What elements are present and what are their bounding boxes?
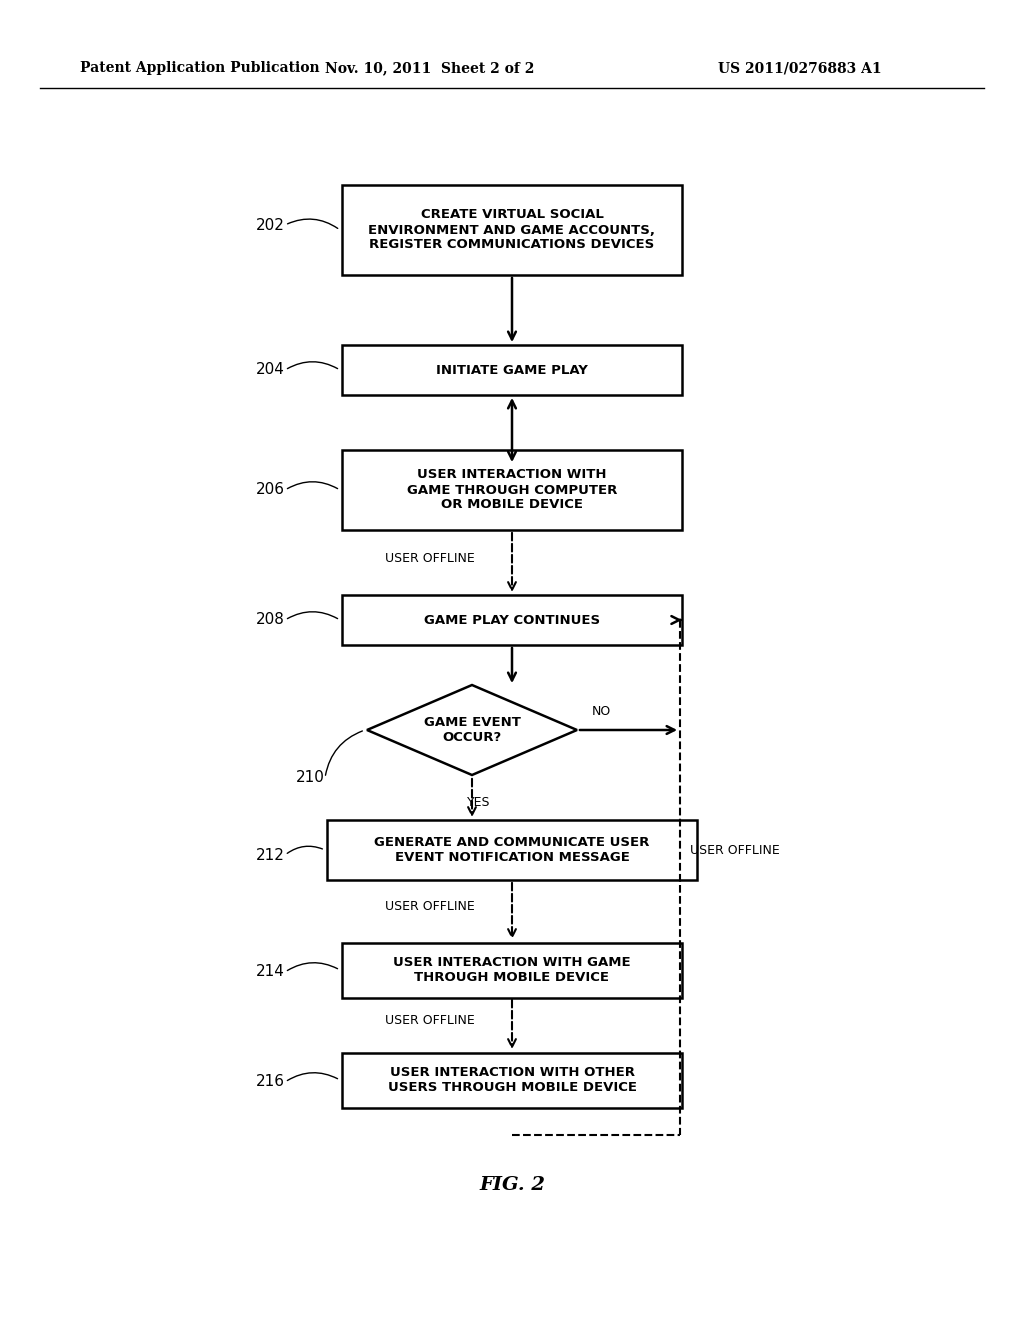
Bar — [342, 595, 682, 645]
Text: 206: 206 — [256, 483, 285, 498]
Text: GENERATE AND COMMUNICATE USER
EVENT NOTIFICATION MESSAGE: GENERATE AND COMMUNICATE USER EVENT NOTI… — [375, 836, 649, 865]
Bar — [342, 185, 682, 275]
Text: USER INTERACTION WITH GAME
THROUGH MOBILE DEVICE: USER INTERACTION WITH GAME THROUGH MOBIL… — [393, 956, 631, 983]
Bar — [342, 450, 682, 531]
Text: GAME PLAY CONTINUES: GAME PLAY CONTINUES — [424, 614, 600, 627]
Text: FIG. 2: FIG. 2 — [479, 1176, 545, 1195]
Text: CREATE VIRTUAL SOCIAL
ENVIRONMENT AND GAME ACCOUNTS,
REGISTER COMMUNICATIONS DEV: CREATE VIRTUAL SOCIAL ENVIRONMENT AND GA… — [369, 209, 655, 252]
Text: GAME EVENT
OCCUR?: GAME EVENT OCCUR? — [424, 715, 520, 744]
Text: USER OFFLINE: USER OFFLINE — [385, 900, 475, 913]
Text: USER OFFLINE: USER OFFLINE — [690, 843, 779, 857]
Text: Nov. 10, 2011  Sheet 2 of 2: Nov. 10, 2011 Sheet 2 of 2 — [326, 61, 535, 75]
Text: YES: YES — [467, 796, 490, 808]
Text: USER INTERACTION WITH
GAME THROUGH COMPUTER
OR MOBILE DEVICE: USER INTERACTION WITH GAME THROUGH COMPU… — [407, 469, 617, 511]
Text: US 2011/0276883 A1: US 2011/0276883 A1 — [718, 61, 882, 75]
Text: 216: 216 — [256, 1074, 285, 1089]
Bar — [327, 820, 697, 880]
Text: NO: NO — [592, 705, 611, 718]
Text: Patent Application Publication: Patent Application Publication — [80, 61, 319, 75]
Text: 202: 202 — [256, 218, 285, 232]
Text: USER OFFLINE: USER OFFLINE — [385, 1014, 475, 1027]
Bar — [342, 345, 682, 395]
Bar — [342, 942, 682, 998]
Text: INITIATE GAME PLAY: INITIATE GAME PLAY — [436, 363, 588, 376]
Text: 204: 204 — [256, 363, 285, 378]
Text: USER INTERACTION WITH OTHER
USERS THROUGH MOBILE DEVICE: USER INTERACTION WITH OTHER USERS THROUG… — [387, 1067, 637, 1094]
Text: 210: 210 — [296, 771, 325, 785]
Bar — [342, 1052, 682, 1107]
Text: 214: 214 — [256, 965, 285, 979]
Text: USER OFFLINE: USER OFFLINE — [385, 552, 475, 565]
Text: 212: 212 — [256, 847, 285, 862]
Text: 208: 208 — [256, 612, 285, 627]
